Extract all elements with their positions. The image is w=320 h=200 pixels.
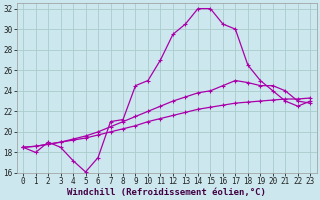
X-axis label: Windchill (Refroidissement éolien,°C): Windchill (Refroidissement éolien,°C)	[67, 188, 266, 197]
